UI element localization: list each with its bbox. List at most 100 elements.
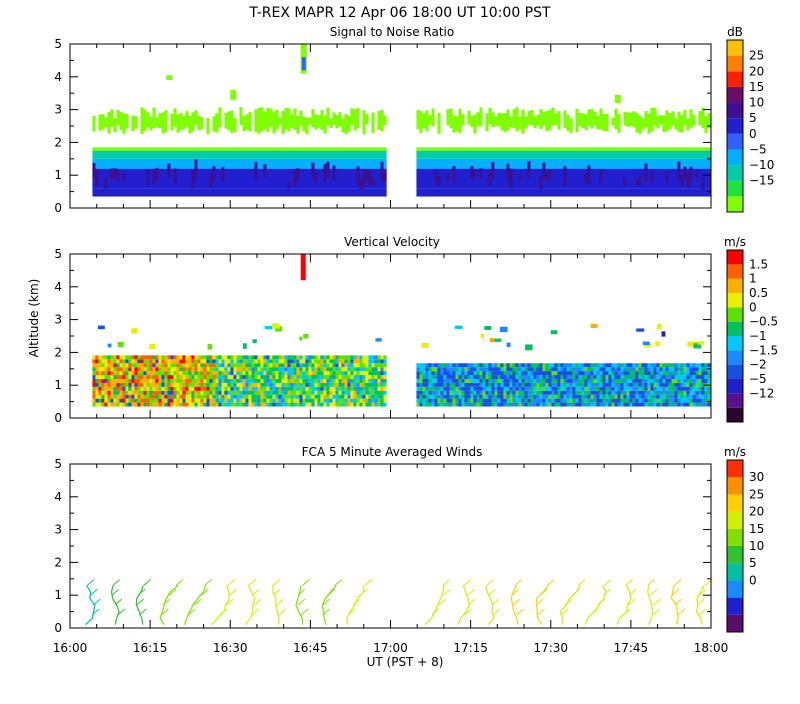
snr-cell (182, 188, 186, 197)
wind-profile (211, 585, 231, 626)
snr-cell (281, 147, 285, 151)
snr-cell (635, 168, 639, 189)
snr-cell (689, 109, 693, 128)
vv-cell (509, 375, 513, 379)
vv-cell (185, 375, 189, 379)
wind-barb (671, 588, 680, 596)
vv-cell (473, 398, 477, 403)
vv-cell (500, 382, 504, 387)
vv-cell (614, 390, 618, 395)
snr-cell (614, 94, 621, 104)
snr-cell (488, 171, 492, 186)
vv-cell (200, 386, 204, 391)
snr-cell (515, 158, 519, 169)
snr-cell (278, 168, 282, 189)
vv-cell (515, 378, 519, 383)
vv-cell (566, 375, 570, 379)
snr-cell (584, 158, 588, 169)
vv-cell (239, 371, 243, 376)
snr-cell (620, 158, 624, 169)
vv-cell (353, 375, 357, 379)
vv-cell (485, 402, 489, 407)
vv-cell (590, 323, 598, 329)
vv-cell (482, 390, 486, 395)
wind-barb (698, 588, 707, 596)
vv-cell (326, 390, 330, 395)
snr-cell (539, 176, 543, 190)
vv-cell (467, 363, 471, 368)
snr-cell (362, 158, 366, 169)
snr-cell (371, 147, 375, 151)
vv-cell (92, 386, 96, 391)
vv-cell (608, 394, 612, 399)
vv-cell (539, 402, 543, 407)
vv-cell (155, 378, 159, 383)
vv-cell (188, 367, 192, 372)
vv-cell (230, 375, 234, 379)
snr-cell (140, 147, 144, 151)
vv-cell (173, 390, 177, 395)
vv-cell (179, 367, 183, 372)
vv-cell (257, 359, 261, 364)
vv-cell (143, 375, 147, 379)
vv-cell (647, 382, 651, 387)
vv-cell (368, 363, 372, 368)
snr-cell (95, 169, 99, 187)
colorbar-swatch (727, 278, 743, 293)
snr-cell (305, 147, 309, 151)
snr-cell (374, 150, 378, 159)
vv-cell (230, 390, 234, 395)
vv-cell (374, 371, 378, 376)
snr-cell (500, 188, 504, 197)
vv-cell (653, 378, 657, 383)
vv-cell (590, 386, 594, 391)
colorbar-swatch (727, 71, 743, 87)
snr-cell (503, 147, 507, 151)
vv-cell (548, 378, 552, 383)
colorbar-label: −2 (749, 358, 767, 372)
snr-cell (248, 147, 252, 151)
vv-cell (527, 386, 531, 391)
vv-cell (599, 363, 603, 368)
wind-barb (112, 579, 121, 586)
vv-cell (242, 371, 246, 376)
snr-cell (125, 150, 129, 159)
vv-cell (158, 359, 162, 364)
vv-cell (665, 398, 669, 403)
snr-cell (206, 158, 210, 169)
snr-cell (572, 168, 576, 189)
vv-cell (188, 371, 192, 376)
snr-cell (662, 188, 666, 197)
snr-cell (209, 150, 213, 159)
snr-cell (116, 147, 120, 151)
vv-cell (554, 367, 558, 372)
vv-cell (500, 375, 504, 379)
vv-cell (671, 398, 675, 403)
vv-cell (215, 375, 219, 379)
vv-cell (284, 367, 288, 372)
vv-cell (254, 367, 258, 372)
snr-cell (605, 188, 609, 197)
vv-cell (563, 367, 567, 372)
vv-cell (323, 402, 327, 407)
snr-cell (323, 115, 327, 134)
vv-cell (449, 375, 453, 379)
vv-cell (536, 367, 540, 372)
vv-cell (509, 382, 513, 387)
snr-cell (287, 181, 291, 189)
y-tick-label: 5 (54, 457, 62, 471)
vv-cell (149, 398, 153, 403)
snr-cell (215, 158, 219, 169)
vv-cell (119, 394, 123, 399)
vv-cell (587, 375, 591, 379)
vv-cell (242, 382, 246, 387)
vv-cell (161, 394, 165, 399)
snr-cell (263, 150, 267, 159)
vv-cell (320, 378, 324, 383)
snr-cell (383, 172, 387, 182)
vv-cell (422, 390, 426, 395)
vv-cell (227, 398, 231, 403)
vv-cell (293, 398, 297, 403)
vv-cell (215, 363, 219, 368)
vv-cell (245, 359, 249, 364)
